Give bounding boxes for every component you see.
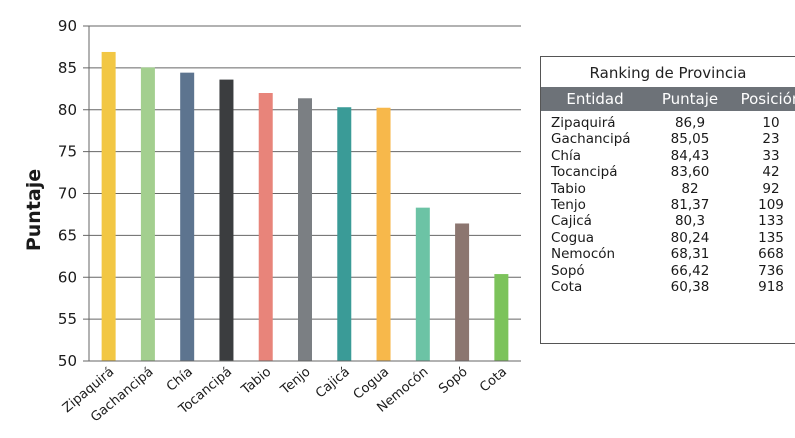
x-tick-label: Tenjo xyxy=(277,365,313,399)
cell-entidad: Tenjo xyxy=(551,197,586,214)
cell-entidad: Chía xyxy=(551,147,582,164)
column-header-puntaje: Puntaje xyxy=(649,87,731,111)
x-tick-label: Chía xyxy=(164,365,196,395)
x-tick-label: Cota xyxy=(477,365,510,396)
cell-posicion: 135 xyxy=(758,229,784,246)
x-tick-label: Sopó xyxy=(436,365,471,397)
cell-puntaje: 60,38 xyxy=(670,279,710,296)
y-tick-label: 60 xyxy=(58,268,77,286)
cell-puntaje: 86,9 xyxy=(674,115,706,131)
bar xyxy=(415,207,430,361)
y-tick-label: 90 xyxy=(58,17,77,35)
bar xyxy=(180,72,195,362)
cell-entidad: Cajicá xyxy=(551,213,592,230)
axes xyxy=(83,25,521,362)
cell-puntaje: 80,3 xyxy=(674,213,706,230)
y-tick-label: 55 xyxy=(58,310,77,328)
table-row: Nemocón 68,31 668 xyxy=(541,246,795,262)
cell-posicion: 109 xyxy=(758,197,784,214)
cell-puntaje: 68,31 xyxy=(670,246,710,263)
bar xyxy=(101,51,116,362)
y-tick-label: 75 xyxy=(58,143,77,161)
y-tick-label: 70 xyxy=(58,185,77,203)
cell-puntaje: 80,24 xyxy=(670,229,710,246)
cell-entidad: Cota xyxy=(551,279,583,296)
table-row: Chía 84,43 33 xyxy=(541,148,795,164)
column-header-entidad: Entidad xyxy=(541,87,649,111)
cell-posicion: 736 xyxy=(758,262,784,279)
cell-posicion: 33 xyxy=(762,147,780,164)
column-header-posicion: Posición xyxy=(731,87,795,111)
y-tick-label: 50 xyxy=(58,352,77,370)
ranking-body: Zipaquirá 86,9 10 Gachancipá 85,05 23 Chía 84,4… xyxy=(541,111,795,295)
bar xyxy=(376,107,391,362)
cell-posicion: 23 xyxy=(762,131,780,148)
ranking-title: Ranking de Provincia xyxy=(589,64,747,82)
cell-entidad: Tabio xyxy=(551,180,586,197)
x-tick-label: Tabio xyxy=(238,365,274,399)
cell-entidad: Gachancipá xyxy=(551,131,631,148)
cell-entidad: Nemocón xyxy=(551,246,616,263)
table-row: Sopó 66,42 736 xyxy=(541,263,795,279)
bar xyxy=(337,107,352,361)
bar xyxy=(140,67,155,362)
y-tick-label: 85 xyxy=(58,59,77,77)
table-row: Tenjo 81,37 109 xyxy=(541,197,795,213)
x-tick-label: Cajicá xyxy=(313,365,353,402)
bar xyxy=(298,98,312,362)
cell-entidad: Tocancipá xyxy=(551,164,618,181)
table-row: Tocancipá 83,60 42 xyxy=(541,164,795,180)
bar xyxy=(219,79,234,361)
cell-puntaje: 84,43 xyxy=(670,147,710,164)
ranking-table: Entidad Puntaje Posición Zipaquirá 86,9 10… xyxy=(541,87,795,295)
cell-entidad: Zipaquirá xyxy=(551,115,616,131)
cell-posicion: 918 xyxy=(758,279,784,296)
cell-puntaje: 66,42 xyxy=(670,262,710,279)
cell-puntaje: 83,60 xyxy=(670,164,710,181)
table-row: Cota 60,38 918 xyxy=(541,279,795,295)
table-row: Cajicá 80,3 133 xyxy=(541,213,795,229)
table-row: Tabio 82 92 xyxy=(541,181,795,197)
cell-posicion: 133 xyxy=(758,213,784,230)
bar xyxy=(455,223,470,361)
cell-posicion: 42 xyxy=(762,164,780,181)
cell-entidad: Sopó xyxy=(551,262,585,279)
cell-puntaje: 82 xyxy=(681,180,699,197)
cell-entidad: Cogua xyxy=(551,229,595,246)
ranking-table-panel: Ranking de Provincia Entidad Puntaje Pos… xyxy=(540,56,795,344)
cell-puntaje: 81,37 xyxy=(670,197,710,214)
bar xyxy=(494,274,509,361)
table-row: Gachancipá 85,05 23 xyxy=(541,131,795,147)
bar xyxy=(258,93,273,361)
cell-posicion: 92 xyxy=(762,180,780,197)
ranking-header-row: Entidad Puntaje Posición xyxy=(541,87,795,111)
bars xyxy=(101,51,509,362)
table-row: Cogua 80,24 135 xyxy=(541,230,795,246)
cell-puntaje: 85,05 xyxy=(670,131,710,148)
y-axis-label: Puntaje xyxy=(23,169,45,251)
y-tick-label: 80 xyxy=(58,101,77,119)
y-tick-label: 65 xyxy=(58,226,77,244)
table-row: Zipaquirá 86,9 10 xyxy=(541,111,795,131)
cell-posicion: 668 xyxy=(758,246,784,263)
cell-posicion: 10 xyxy=(762,115,780,131)
